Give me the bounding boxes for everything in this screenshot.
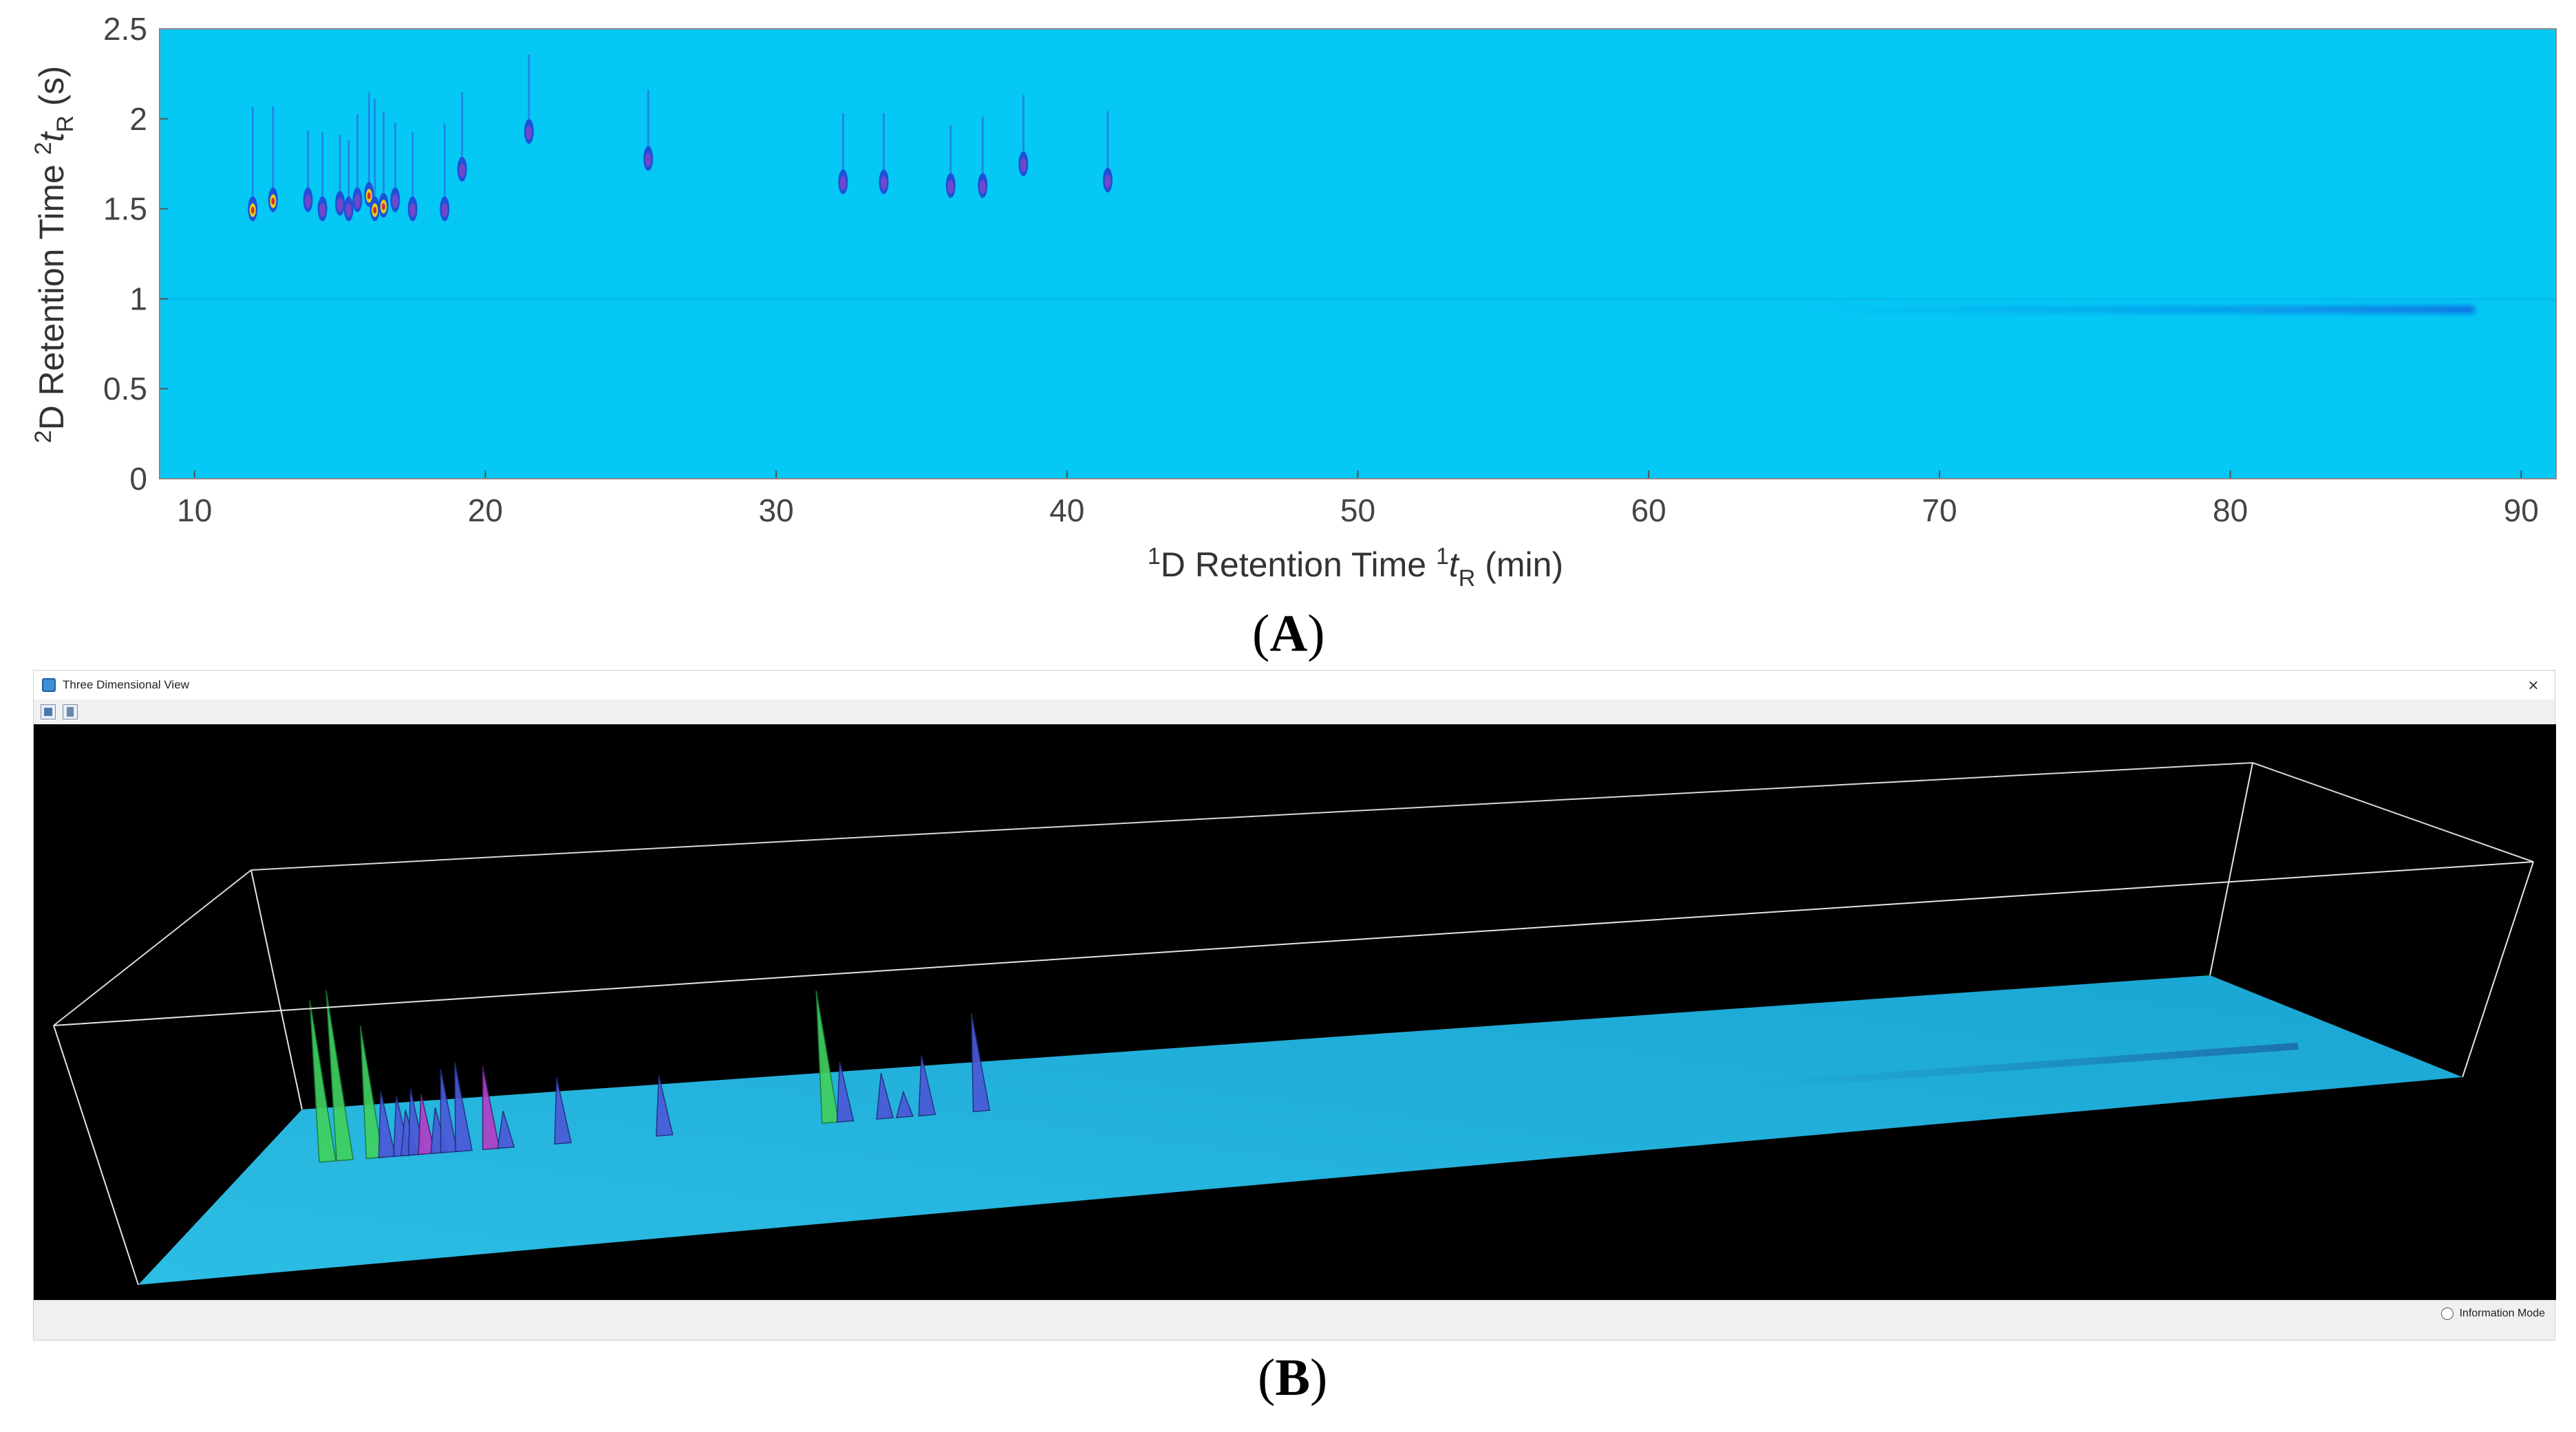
3d-peak (876, 1072, 894, 1120)
y-tick-label: 1 (129, 281, 147, 316)
peak-spot (343, 140, 354, 221)
3d-peak (378, 1091, 396, 1158)
peak-spot (457, 92, 467, 182)
3d-peak (309, 1000, 336, 1163)
peaks-group (248, 54, 1113, 221)
3d-peak (554, 1077, 572, 1145)
x-tick-label: 50 (1340, 492, 1375, 528)
caption-b: (B) (1258, 1349, 1328, 1407)
3d-peak (815, 990, 839, 1125)
peak-spot (369, 98, 380, 221)
peak-spot (838, 113, 848, 195)
app-icon (42, 678, 56, 692)
peak-spot (524, 54, 534, 144)
surface-streak (1754, 1043, 2299, 1089)
3d-peak (918, 1055, 936, 1117)
surface-floor (138, 975, 2462, 1285)
x-tick-label: 40 (1049, 492, 1084, 528)
3d-peak (454, 1062, 473, 1153)
3d-peak (418, 1094, 436, 1156)
3d-peak (440, 1069, 458, 1153)
information-mode-radio[interactable] (2441, 1308, 2454, 1320)
chart-a-2d-contour: 10 20 30 40 50 60 70 80 90 0 0.5 1 1.5 2 2.5 1D Retent… (30, 11, 2557, 592)
x-axis-title: 1D Retention Time 1tR (min) (1148, 543, 1563, 592)
y-tick-label: 0 (129, 461, 147, 497)
plot-frame (159, 28, 2557, 479)
y-tick-label: 2.5 (103, 11, 147, 47)
peak-spot (352, 114, 363, 213)
bounding-box-front (53, 762, 2534, 1285)
peaks-3d-group (309, 990, 991, 1163)
caption-a: (A) (1252, 605, 1325, 662)
peak-spot (317, 131, 328, 221)
y-tick-label: 0.5 (103, 371, 147, 406)
x-tick-label: 80 (2213, 492, 2248, 528)
3d-peak (360, 1026, 384, 1160)
peak-spot (335, 134, 345, 216)
information-mode-label: Information Mode (2459, 1308, 2545, 1319)
peak-spot (248, 107, 258, 221)
bounding-box-back (53, 762, 2534, 1026)
chart-b-3d-surface (53, 762, 2534, 1285)
peak-spot (303, 131, 313, 213)
information-mode-toggle[interactable]: Information Mode (2441, 1308, 2545, 1320)
x-tick-label: 30 (759, 492, 794, 528)
window-titlebar: Three Dimensional View × (34, 671, 2555, 699)
3d-peak (655, 1075, 674, 1137)
peak-spot (1018, 95, 1029, 177)
peak-spot (1102, 111, 1113, 193)
save-icon[interactable] (63, 704, 78, 719)
status-bar: Information Mode (34, 1300, 2555, 1340)
column-bleed-band (1794, 306, 2475, 314)
toolbar (34, 699, 2555, 724)
y-tick-label: 2 (129, 101, 147, 137)
peak-spot (378, 111, 389, 218)
peak-spot (643, 89, 654, 171)
peak-spot (407, 131, 418, 221)
y-tick-label: 1.5 (103, 191, 147, 227)
peak-spot (978, 116, 988, 198)
3d-peak (971, 1013, 991, 1113)
3d-peak (482, 1065, 500, 1151)
y-axis-title: 2D Retention Time 2tR (s) (30, 66, 78, 444)
3d-peak (325, 990, 354, 1162)
peak-spot (945, 124, 956, 198)
peak-spot (390, 122, 400, 213)
3d-peak (895, 1089, 914, 1118)
reset-view-icon[interactable] (41, 704, 56, 719)
axis-ticks: 10 20 30 40 50 60 70 80 90 0 0.5 1 1.5 2 2.5 (103, 11, 2539, 528)
3d-peak (497, 1111, 515, 1149)
3d-peak (836, 1061, 855, 1123)
x-tick-label: 90 (2504, 492, 2539, 528)
peak-spot (879, 113, 889, 195)
close-button[interactable]: × (2528, 675, 2539, 695)
peak-spot (268, 106, 278, 213)
three-dimensional-view-window: Three Dimensional View × (33, 670, 2556, 1341)
peak-spot (440, 123, 450, 221)
x-tick-label: 60 (1631, 492, 1666, 528)
x-tick-label: 70 (1922, 492, 1957, 528)
x-tick-label: 10 (177, 492, 212, 528)
panel-a: 10 20 30 40 50 60 70 80 90 0 0.5 1 1.5 2 2.5 1D Retent… (0, 0, 2576, 662)
window-title: Three Dimensional View (63, 678, 189, 691)
plot-area (160, 29, 2556, 479)
x-tick-label: 20 (468, 492, 503, 528)
3d-viewport[interactable] (34, 724, 2556, 1300)
